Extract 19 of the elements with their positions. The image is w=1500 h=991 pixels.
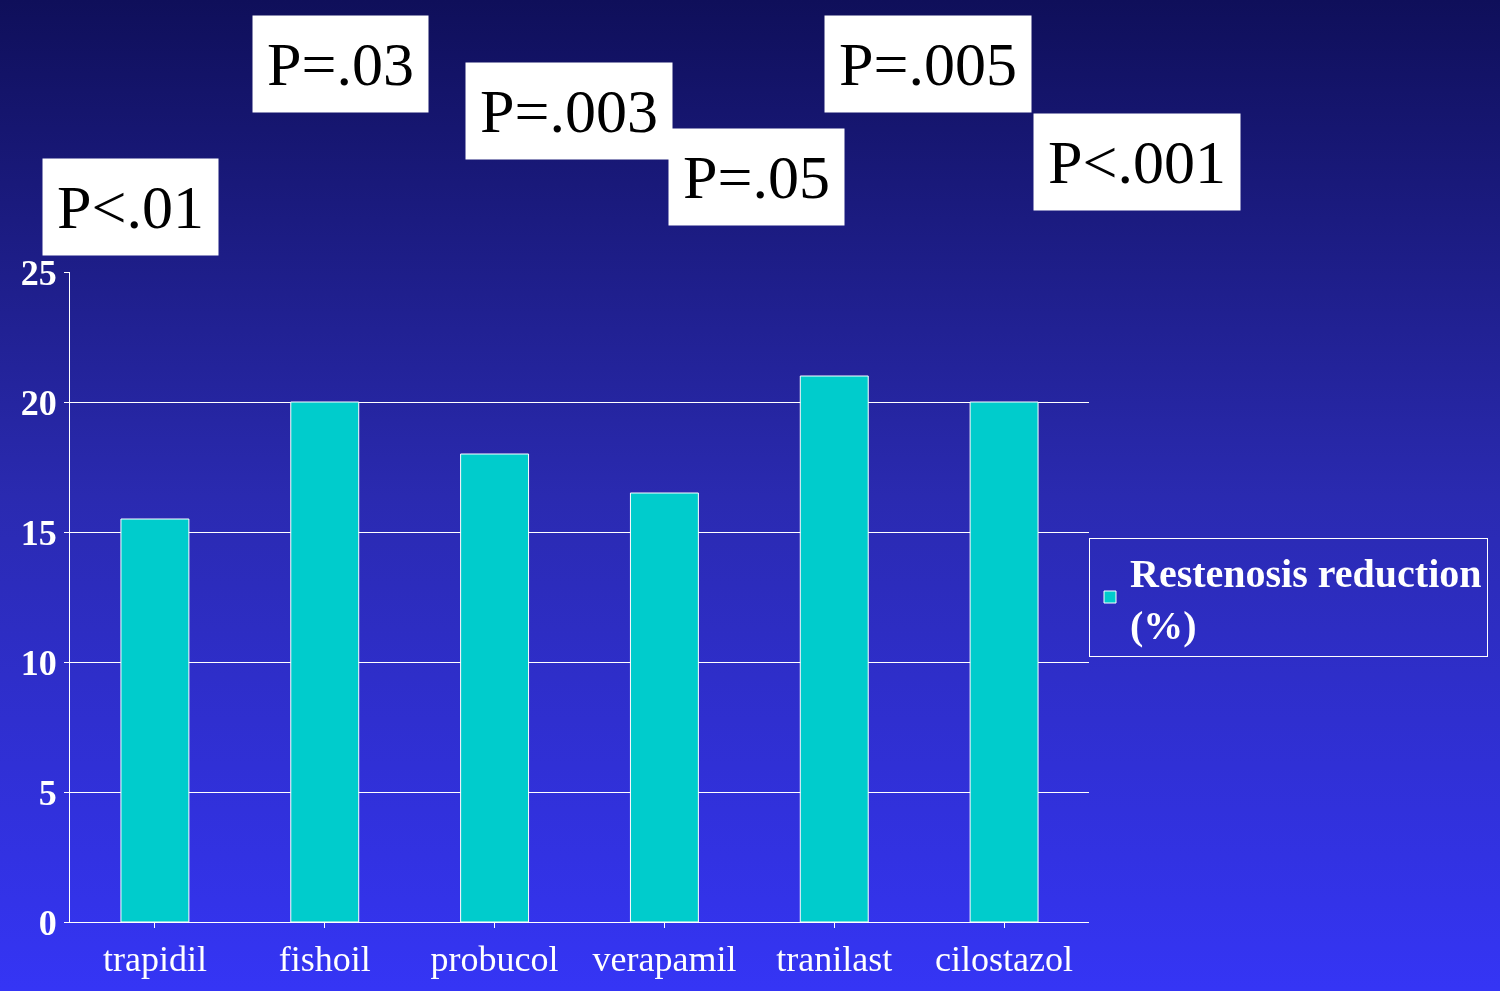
y-tick-label: 0 bbox=[38, 902, 57, 943]
legend-label: Restenosis reduction (%) bbox=[1130, 550, 1482, 648]
text: P<.01 bbox=[57, 173, 204, 241]
text: P=.03 bbox=[267, 30, 414, 98]
x-tick-label: trapidil bbox=[102, 939, 207, 980]
text: P=.05 bbox=[683, 143, 830, 211]
y-tick-label: 20 bbox=[20, 382, 57, 423]
text: P=.003 bbox=[480, 77, 658, 145]
x-tick-label: verapamil bbox=[592, 939, 737, 980]
x-tick-label: probucol bbox=[430, 939, 559, 980]
x-tick-label: cilostazol bbox=[935, 939, 1074, 980]
x-tick-label: fishoil bbox=[278, 939, 371, 980]
y-tick-label: 15 bbox=[20, 512, 57, 553]
text: P<.001 bbox=[1048, 128, 1226, 196]
y-tick-label: 5 bbox=[38, 772, 57, 813]
text: P=.005 bbox=[839, 30, 1017, 98]
y-tick-label: 25 bbox=[20, 252, 57, 293]
x-tick-label: tranilast bbox=[776, 939, 893, 980]
y-tick-label: 10 bbox=[20, 642, 57, 683]
